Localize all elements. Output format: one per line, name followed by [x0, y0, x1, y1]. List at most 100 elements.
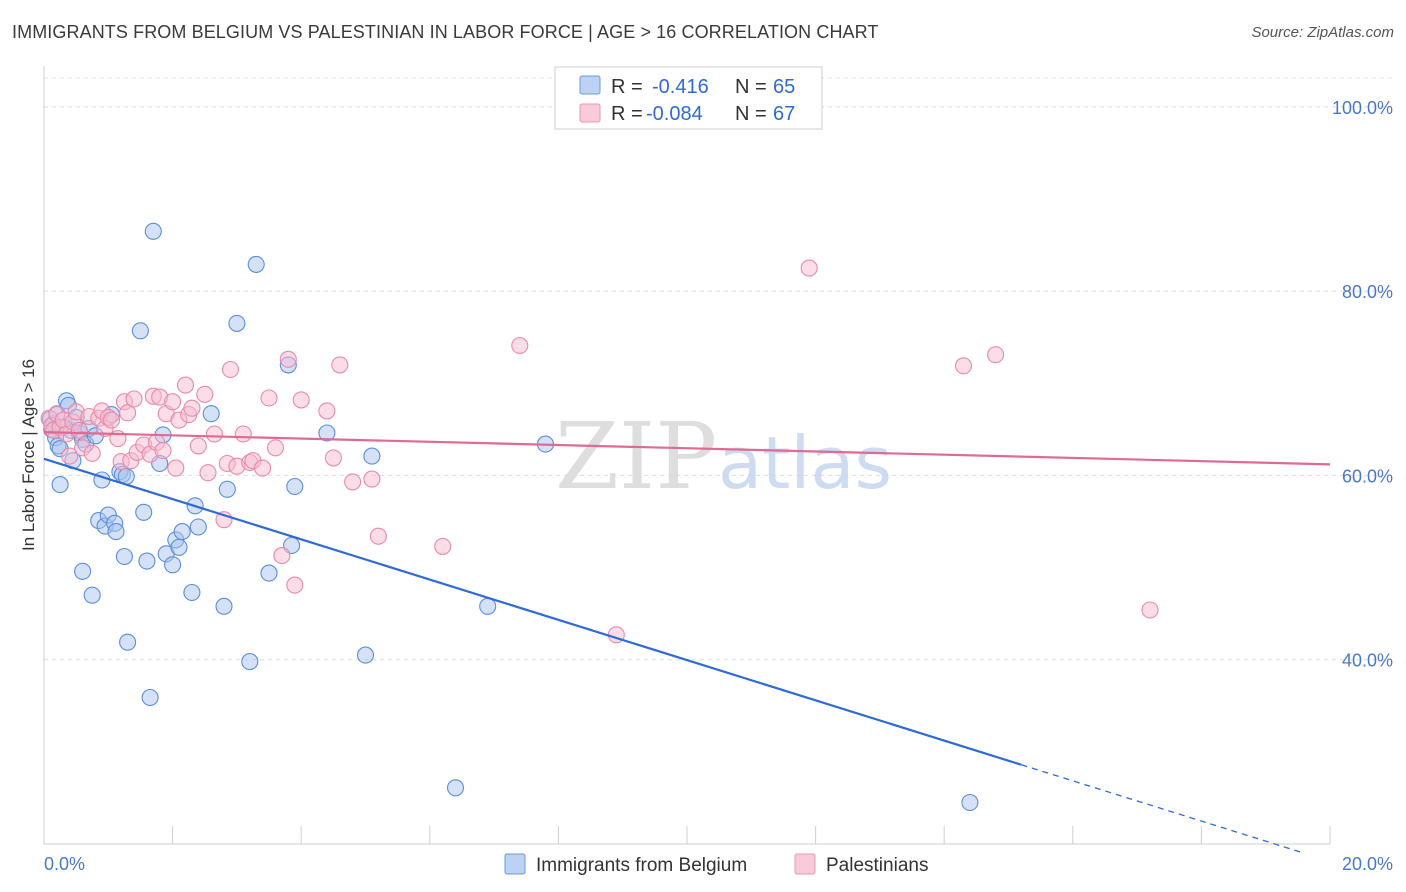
data-point: [70, 421, 88, 439]
data-point: [479, 597, 497, 615]
data-point: [254, 459, 272, 477]
watermark-atlas: atlas: [718, 421, 892, 505]
trend-lines: [43, 431, 1331, 854]
data-point: [196, 385, 214, 403]
data-point: [318, 424, 336, 442]
y-tick-label: 100.0%: [1332, 98, 1393, 118]
legend-r-label-palestinians: R =: [611, 103, 643, 125]
data-point: [144, 222, 162, 240]
legend-r-value-palestinians: -0.084: [646, 103, 703, 125]
data-point: [286, 477, 304, 496]
data-point: [446, 779, 465, 797]
data-point: [344, 473, 362, 491]
data-point: [83, 586, 101, 604]
trend-line-belgium-extension: [1021, 764, 1305, 854]
data-point: [135, 503, 153, 521]
data-point: [173, 523, 191, 541]
data-point: [215, 597, 233, 615]
data-point: [167, 459, 185, 477]
data-point: [51, 476, 69, 494]
x-tick-label: 0.0%: [44, 854, 85, 874]
chart-title: IMMIGRANTS FROM BELGIUM VS PALESTINIAN I…: [12, 22, 879, 42]
data-point: [260, 389, 278, 407]
series-immigrants-from-belgium-points: [41, 222, 979, 812]
watermark: ZIP atlas: [555, 403, 892, 510]
data-point: [511, 336, 529, 355]
data-point: [74, 562, 92, 580]
legend-n-value-belgium: 65: [773, 76, 795, 98]
trend-line-palestinians: [43, 431, 1331, 466]
data-point: [189, 437, 207, 455]
data-point: [266, 439, 285, 457]
data-point: [273, 547, 291, 565]
data-point: [987, 346, 1005, 364]
legend-n-value-palestinians: 67: [773, 103, 795, 125]
data-point: [164, 393, 182, 411]
x-tick-label: 20.0%: [1342, 854, 1393, 874]
data-point: [331, 356, 349, 374]
data-point: [119, 633, 137, 651]
data-point: [202, 405, 220, 423]
legend-n-label-palestinians: N =: [735, 103, 767, 125]
data-point: [286, 576, 304, 594]
data-point: [434, 537, 452, 555]
data-point: [800, 259, 818, 277]
bottom-legend-label-palestinians: Palestinians: [826, 855, 928, 876]
data-point: [83, 444, 101, 462]
data-point: [279, 350, 297, 368]
data-point: [119, 404, 137, 422]
axes: [43, 66, 1331, 845]
chart-source: Source: ZipAtlas.com: [1251, 24, 1394, 41]
x-tick-labels: 0.0% 20.0%: [44, 854, 1393, 874]
grid-lines: [44, 77, 1392, 661]
legend-r-label-belgium: R =: [611, 76, 643, 98]
data-point: [356, 646, 375, 664]
y-tick-label: 40.0%: [1342, 651, 1393, 671]
data-point: [102, 411, 121, 429]
correlation-legend: R = -0.416 N = 65 R = -0.084 N = 67: [554, 66, 823, 130]
data-point: [221, 360, 240, 379]
data-point: [318, 402, 336, 420]
series-legend: Immigrants from Belgium Palestinians: [504, 853, 928, 876]
data-point: [961, 793, 979, 812]
legend-swatch-belgium: [579, 75, 601, 95]
data-point: [363, 470, 381, 488]
data-point: [199, 464, 217, 482]
data-point: [154, 441, 172, 460]
series-palestinians-points: [40, 259, 1159, 644]
data-point: [115, 547, 133, 566]
data-point: [61, 447, 79, 465]
data-point: [183, 583, 201, 602]
legend-n-label-belgium: N =: [735, 76, 767, 98]
bottom-legend-label-belgium: Immigrants from Belgium: [536, 855, 747, 876]
data-point: [131, 322, 149, 340]
data-point: [170, 538, 188, 556]
bottom-legend-swatch-belgium: [504, 853, 526, 875]
data-point: [241, 653, 259, 671]
data-point: [138, 552, 156, 570]
data-point: [247, 255, 265, 273]
data-point: [324, 449, 342, 467]
data-point: [218, 480, 236, 498]
data-point: [228, 314, 246, 332]
data-point: [164, 556, 182, 574]
data-point: [107, 523, 125, 541]
data-point: [1141, 601, 1159, 619]
watermark-zip: ZIP: [555, 403, 717, 510]
y-tick-label: 60.0%: [1342, 466, 1393, 486]
data-point: [954, 357, 973, 375]
data-point: [234, 425, 252, 443]
data-point: [176, 376, 195, 394]
y-tick-label: 80.0%: [1342, 282, 1393, 302]
data-point: [205, 425, 223, 443]
data-point: [141, 688, 159, 707]
legend-swatch-palestinians: [579, 103, 601, 123]
data-point: [363, 447, 381, 465]
bottom-legend-swatch-palestinians: [794, 853, 816, 875]
y-tick-labels: 40.0% 60.0% 80.0% 100.0%: [1332, 98, 1393, 671]
data-point: [125, 390, 143, 408]
y-axis-label: In Labor Force | Age > 16: [19, 359, 38, 551]
data-point: [369, 527, 387, 545]
data-point: [260, 564, 278, 582]
